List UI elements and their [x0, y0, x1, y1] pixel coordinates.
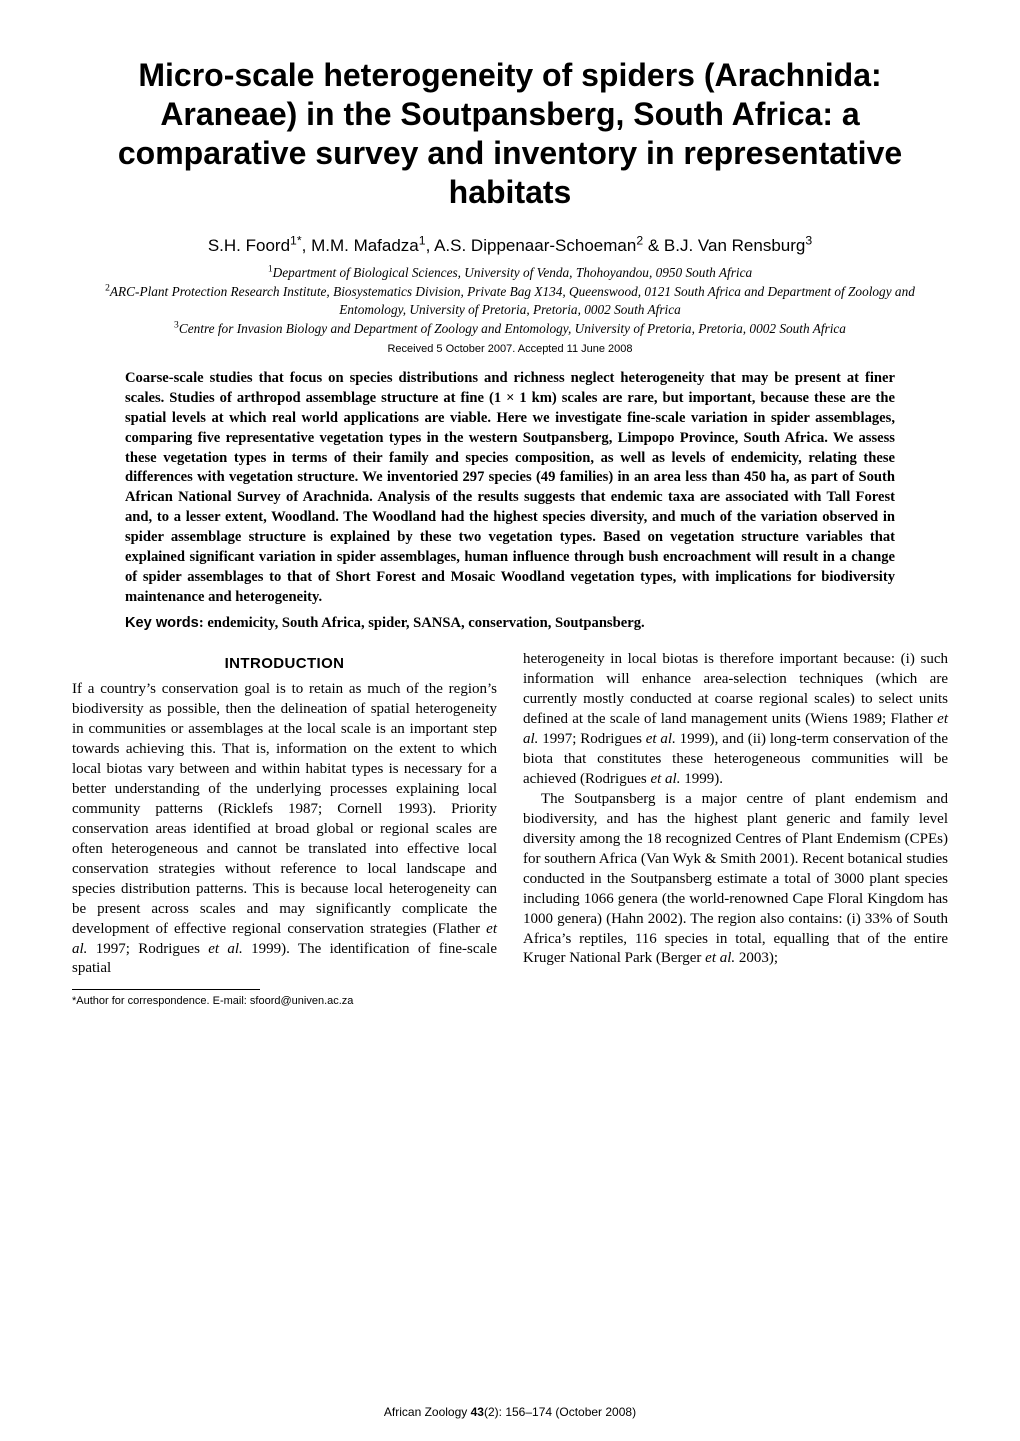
corresponding-author-footnote: *Author for correspondence. E-mail: sfoo…: [72, 994, 497, 1009]
body-paragraph: heterogeneity in local biotas is therefo…: [523, 650, 948, 790]
author-list: S.H. Foord1*, M.M. Mafadza1, A.S. Dippen…: [72, 236, 948, 256]
article-title: Micro-scale heterogeneity of spiders (Ar…: [72, 56, 948, 212]
keywords-text: : endemicity, South Africa, spider, SANS…: [199, 615, 645, 631]
affiliations-block: 1Department of Biological Sciences, Univ…: [72, 264, 948, 337]
running-footer: African Zoology 43(2): 156–174 (October …: [0, 1405, 1020, 1419]
received-accepted-dates: Received 5 October 2007. Accepted 11 Jun…: [72, 343, 948, 355]
footnote-block: *Author for correspondence. E-mail: sfoo…: [72, 989, 497, 1009]
affiliation-1: 1Department of Biological Sciences, Univ…: [72, 264, 948, 281]
body-columns: INTRODUCTION If a country’s conservation…: [72, 650, 948, 1009]
affiliation-3: 3Centre for Invasion Biology and Departm…: [72, 320, 948, 337]
body-paragraph: The Soutpansberg is a major centre of pl…: [523, 790, 948, 969]
keywords-label: Key words: [125, 615, 199, 631]
section-heading-introduction: INTRODUCTION: [72, 654, 497, 674]
keywords-line: Key words: endemicity, South Africa, spi…: [125, 615, 895, 632]
abstract-text: Coarse-scale studies that focus on speci…: [125, 369, 895, 607]
footnote-rule: [72, 989, 260, 990]
body-paragraph: If a country’s conservation goal is to r…: [72, 680, 497, 979]
affiliation-2: 2ARC-Plant Protection Research Institute…: [72, 283, 948, 318]
